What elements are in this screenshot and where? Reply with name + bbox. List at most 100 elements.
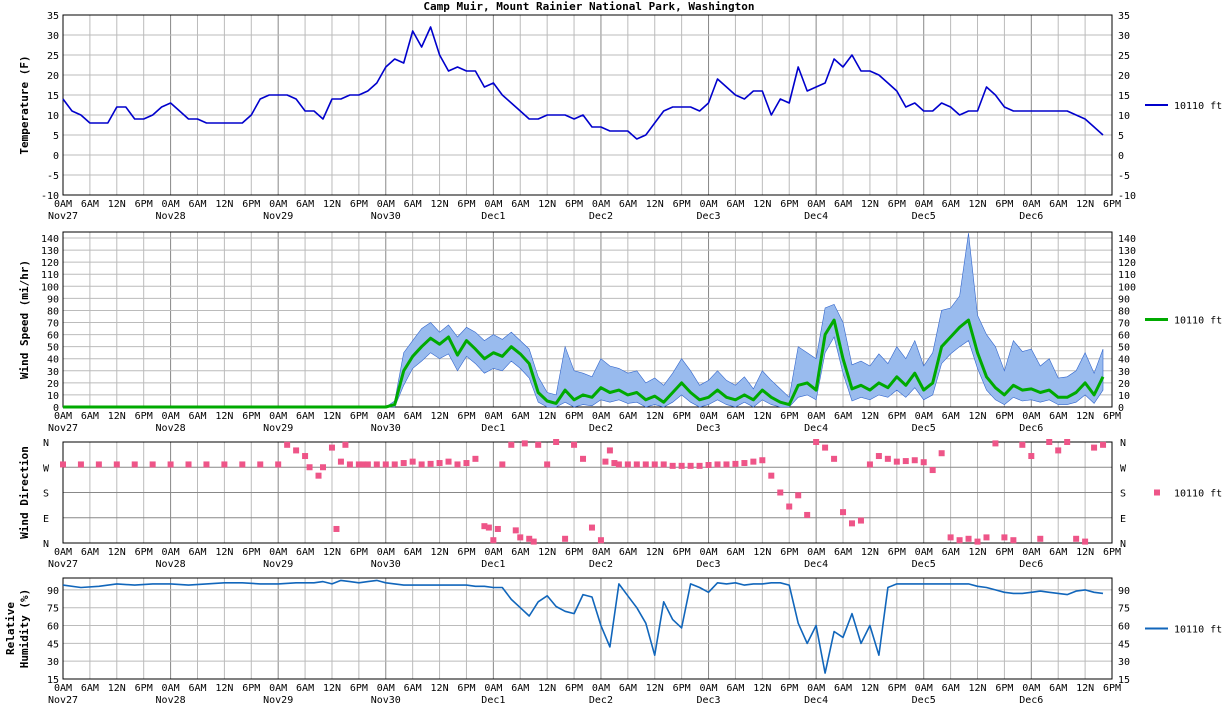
x-tick-label: 6PM: [780, 683, 798, 694]
x-day-label: Dec5: [912, 423, 936, 434]
x-tick-label: 6AM: [296, 547, 314, 558]
y-tick-label: 90: [47, 586, 59, 597]
data-point: [893, 458, 900, 465]
chart-panel-1: 35 35 30 30 25 25 20 20 15 15 10 10 5 5 0 0 -5 -5 -10 -10 Te…: [18, 11, 1222, 222]
x-tick-label: 6PM: [457, 411, 475, 422]
x-tick-label: 0AM: [807, 683, 825, 694]
x-tick-label: 6PM: [888, 547, 906, 558]
data-point: [831, 455, 838, 462]
data-point: [306, 464, 313, 471]
data-point: [992, 440, 999, 447]
x-tick-label: 6AM: [1049, 411, 1067, 422]
data-point: [360, 461, 367, 468]
x-tick-label: 12N: [215, 199, 233, 210]
x-tick-label: 0AM: [269, 199, 287, 210]
x-tick-label: 0AM: [700, 199, 718, 210]
plot-frame: [62, 14, 1113, 196]
y-tick-label: 30: [47, 657, 59, 668]
x-tick-label: 6AM: [942, 683, 960, 694]
data-point: [956, 537, 963, 544]
y-axis-label: Temperature (F): [18, 55, 31, 154]
x-tick-label: 6AM: [81, 199, 99, 210]
x-tick-label: 12N: [646, 547, 664, 558]
x-tick-label: 0AM: [484, 683, 502, 694]
data-point: [530, 538, 537, 545]
data-point: [337, 458, 344, 465]
x-day-label: Dec2: [589, 695, 613, 706]
data-point: [149, 461, 156, 468]
data-point: [660, 461, 667, 468]
x-tick-label: 0AM: [162, 411, 180, 422]
x-tick-label: 12N: [1076, 411, 1094, 422]
data-point: [221, 461, 228, 468]
data-point: [131, 461, 138, 468]
data-point: [333, 525, 340, 532]
x-day-label: Nov29: [263, 695, 293, 706]
data-point: [804, 511, 811, 518]
data-point: [239, 461, 246, 468]
x-day-label: Nov27: [48, 423, 78, 434]
x-tick-label: 12N: [538, 547, 556, 558]
x-tick-label: 6PM: [995, 199, 1013, 210]
x-tick-label: 12N: [968, 199, 986, 210]
y-axis-label: Wind Direction: [18, 446, 31, 539]
data-point: [562, 535, 569, 542]
x-tick-label: 12N: [108, 411, 126, 422]
x-day-label: Dec2: [589, 559, 613, 570]
x-tick-label: 6PM: [135, 199, 153, 210]
y-tick-label-right: N: [1120, 438, 1126, 449]
y-tick-label: W: [43, 463, 50, 474]
data-point: [965, 535, 972, 542]
x-tick-label: 6AM: [81, 411, 99, 422]
data-point: [920, 459, 927, 466]
x-day-label: Dec6: [1019, 423, 1043, 434]
x-tick-label: 6AM: [834, 547, 852, 558]
y-tick-label: E: [43, 514, 49, 525]
y-tick-label-right: -5: [1118, 171, 1130, 182]
x-tick-label: 0AM: [700, 547, 718, 558]
data-point: [875, 453, 882, 460]
x-tick-label: 6PM: [565, 683, 583, 694]
x-tick-label: 0AM: [592, 683, 610, 694]
x-tick-label: 6PM: [673, 199, 691, 210]
data-point: [535, 441, 542, 448]
x-tick-label: 6PM: [673, 683, 691, 694]
y-tick-label: 25: [47, 51, 59, 62]
y-tick-label-right: 0: [1118, 151, 1124, 162]
x-tick-label: 12N: [431, 547, 449, 558]
legend-marker: [1154, 489, 1160, 496]
x-tick-label: 0AM: [269, 547, 287, 558]
data-point: [795, 492, 802, 499]
y-axis-label-line1: Relative: [4, 602, 17, 655]
x-tick-label: 6PM: [565, 547, 583, 558]
x-tick-label: 0AM: [915, 199, 933, 210]
x-tick-label: 6PM: [350, 411, 368, 422]
x-tick-label: 0AM: [592, 199, 610, 210]
plot-frame: [62, 231, 1113, 408]
x-tick-label: 6PM: [888, 199, 906, 210]
x-tick-label: 6PM: [242, 547, 260, 558]
y-tick-label: 30: [47, 31, 59, 42]
data-point: [1028, 453, 1035, 460]
x-day-label: Dec4: [804, 423, 828, 434]
data-point: [1073, 535, 1080, 542]
data-point: [1037, 535, 1044, 542]
data-point: [580, 455, 587, 462]
y-tick-label: 10: [47, 391, 59, 402]
data-point: [696, 462, 703, 469]
x-day-label: Nov28: [156, 423, 186, 434]
x-tick-label: 12N: [646, 199, 664, 210]
y-tick-label: 90: [47, 294, 59, 305]
y-tick-label: 10: [47, 111, 59, 122]
y-tick-label-right: E: [1120, 514, 1126, 525]
x-day-label: Nov30: [371, 423, 401, 434]
x-day-label: Nov27: [48, 559, 78, 570]
x-tick-label: 6PM: [242, 411, 260, 422]
x-tick-label: 12N: [323, 547, 341, 558]
data-point: [445, 458, 452, 465]
x-tick-label: 6PM: [995, 411, 1013, 422]
data-point: [822, 444, 829, 451]
x-tick-label: 6AM: [726, 683, 744, 694]
legend-label: 10110 ft: [1174, 316, 1222, 327]
